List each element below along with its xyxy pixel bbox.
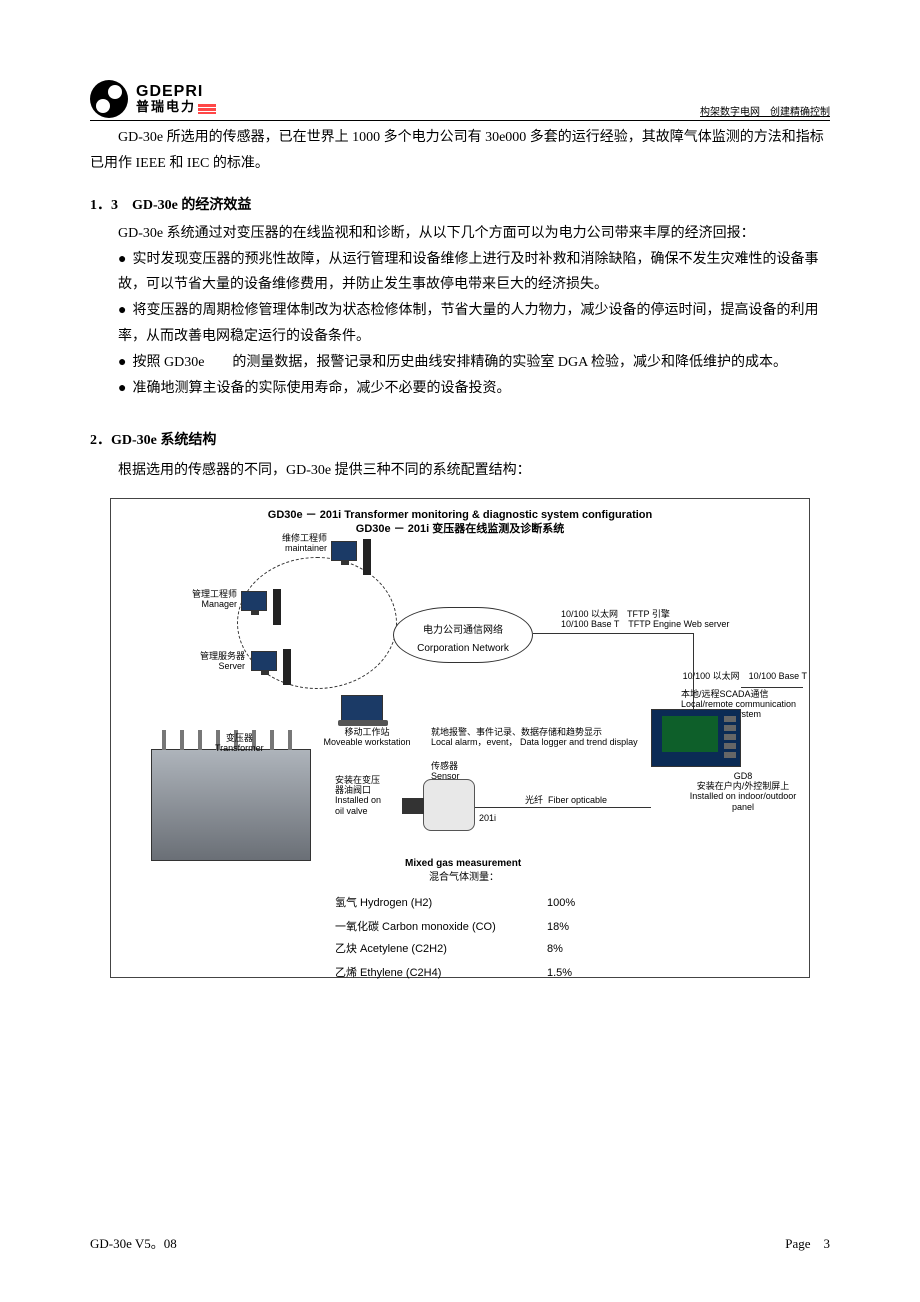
gd8-install-cn: 安装在户内/外控制屏上 <box>697 781 790 791</box>
baset-label: 10/100 以太网 10/100 Base T <box>661 671 807 681</box>
document-body: GD-30e 所选用的传感器，已在世界上 1000 多个电力公司有 30e000… <box>90 125 830 978</box>
bullet-4: 准确地测算主设备的实际使用寿命，减少不必要的设备投资。 <box>90 376 830 402</box>
gas-percent: 8% <box>547 939 563 959</box>
xfmr-label: 变压器 Transformer <box>215 733 264 754</box>
fiber-label: 光纤 Fiber opticable <box>525 795 607 805</box>
corporation-network-cloud: 电力公司通信网络 Corporation Network <box>393 607 533 663</box>
page-footer: GD-30e V5。08 Page 3 <box>90 1233 830 1252</box>
gd8-screen-icon <box>662 716 718 752</box>
fiber-en: Fiber opticable <box>548 795 607 805</box>
manager-tower-icon <box>273 589 281 625</box>
conn-fiber <box>475 807 651 808</box>
gd8-label: GD8 安装在户内/外控制屏上 Installed on indoor/outd… <box>683 771 803 812</box>
manager-en: Manager <box>201 599 237 609</box>
laptop-en: Moveable workstation <box>323 737 410 747</box>
manager-cn: 管理工程师 <box>192 589 237 599</box>
server-label: 管理服务器 Server <box>189 651 245 672</box>
transformer-icon <box>151 749 311 861</box>
logo: GDEPRI 普瑞电力 <box>90 80 216 118</box>
install-cn1: 安装在变压 <box>335 775 380 785</box>
gas-percent: 18% <box>547 917 569 937</box>
gd8-name: GD8 <box>734 771 753 781</box>
laptop-label: 移动工作站 Moveable workstation <box>323 727 411 748</box>
tftp-label: 10/100 以太网 TFTP 引擎 10/100 Base T TFTP En… <box>561 609 729 630</box>
para-2: 根据选用的传感器的不同，GD-30e 提供三种不同的系统配置结构： <box>90 458 830 484</box>
server-cn: 管理服务器 <box>200 651 245 661</box>
alarm-cn: 就地报警、事件记录、数据存储和趋势显示 <box>431 727 602 737</box>
gas-label: 一氧化碳 Carbon monoxide (CO) <box>335 917 496 937</box>
xfmr-en: Transformer <box>215 743 264 753</box>
laptop-cn: 移动工作站 <box>344 727 389 737</box>
gas-label: 氢气 Hydrogen (H2) <box>335 893 432 913</box>
cloud-cn: 电力公司通信网络 <box>423 625 503 636</box>
install-en1: Installed on <box>335 795 381 805</box>
fiber-cn: 光纤 <box>525 795 543 805</box>
footer-left: GD-30e V5。08 <box>90 1233 177 1252</box>
gas-percent: 1.5% <box>547 963 572 983</box>
maintainer-tower-icon <box>363 539 371 575</box>
para-intro: GD-30e 所选用的传感器，已在世界上 1000 多个电力公司有 30e000… <box>90 125 830 177</box>
gas-percent: 100% <box>547 893 575 913</box>
logo-text-en: GDEPRI <box>136 84 216 100</box>
page-header: GDEPRI 普瑞电力 构架数字电网 创建精确控制 <box>90 80 830 121</box>
maintainer-cn: 维修工程师 <box>282 533 327 543</box>
maintainer-label: 维修工程师 maintainer <box>279 533 327 554</box>
install-label: 安装在变压 器油阀口 Installed on oil valve <box>335 775 397 816</box>
server-en: Server <box>218 661 245 671</box>
gd8-install-en: Installed on indoor/outdoor panel <box>690 791 797 811</box>
tftp-en: 10/100 Base T TFTP Engine Web server <box>561 619 729 629</box>
logo-text-cn: 普瑞电力 <box>136 100 216 113</box>
id-201i: 201i <box>479 813 496 823</box>
gas-label: 乙炔 Acetylene (C2H2) <box>335 939 447 959</box>
server-monitor-icon <box>251 651 277 671</box>
xfmr-cn: 变压器 <box>226 733 253 743</box>
alarm-label: 就地报警、事件记录、数据存储和趋势显示 Local alarm，event， D… <box>431 727 638 748</box>
system-diagram: GD30e － 201i Transformer monitoring & di… <box>110 498 810 978</box>
gas-label: 乙烯 Ethylene (C2H4) <box>335 963 441 983</box>
sensor-icon <box>423 779 475 831</box>
install-en2: oil valve <box>335 806 368 816</box>
heading-1-3: 1．3 GD-30e 的经济效益 <box>90 193 830 219</box>
logo-icon <box>90 80 128 118</box>
para-1-3: GD-30e 系统通过对变压器的在线监视和和诊断，从以下几个方面可以为电力公司带… <box>90 221 830 247</box>
diagram-title-cn: GD30e － 201i 变压器在线监测及诊断系统 <box>111 519 809 539</box>
install-cn2: 器油阀口 <box>335 785 371 795</box>
alarm-en: Local alarm，event， Data logger and trend… <box>431 737 638 747</box>
bullet-2: 将变压器的周期检修管理体制改为状态检修体制，节省大量的人力物力，减少设备的停运时… <box>90 298 830 350</box>
cloud-en: Corporation Network <box>417 643 509 654</box>
server-tower-icon <box>283 649 291 685</box>
laptop-icon <box>341 695 383 721</box>
tftp-cn: 10/100 以太网 TFTP 引擎 <box>561 609 670 619</box>
manager-monitor-icon <box>241 591 267 611</box>
manager-label: 管理工程师 Manager <box>185 589 237 610</box>
footer-right: Page 3 <box>785 1233 830 1252</box>
bullet-1: 实时发现变压器的预兆性故障，从运行管理和设备维修上进行及时补救和消除缺陷，确保不… <box>90 247 830 299</box>
gd8-panel-icon <box>651 709 741 767</box>
heading-2: 2．GD-30e 系统结构 <box>90 428 830 454</box>
scada-cn: 本地/远程SCADA通信 <box>681 689 769 699</box>
header-slogan: 构架数字电网 创建精确控制 <box>700 103 830 118</box>
maintainer-monitor-icon <box>331 541 357 561</box>
gd8-buttons-icon <box>724 716 736 758</box>
gas-title-cn: 混合气体测量： <box>429 869 499 888</box>
conn-cloud-gd8 <box>533 633 693 634</box>
conn-scada <box>741 687 803 688</box>
bullet-3: 按照 GD30e 的测量数据，报警记录和历史曲线安排精确的实验室 DGA 检验，… <box>90 350 830 376</box>
maintainer-en: maintainer <box>285 543 327 553</box>
sensor-cn: 传感器 <box>431 761 458 771</box>
